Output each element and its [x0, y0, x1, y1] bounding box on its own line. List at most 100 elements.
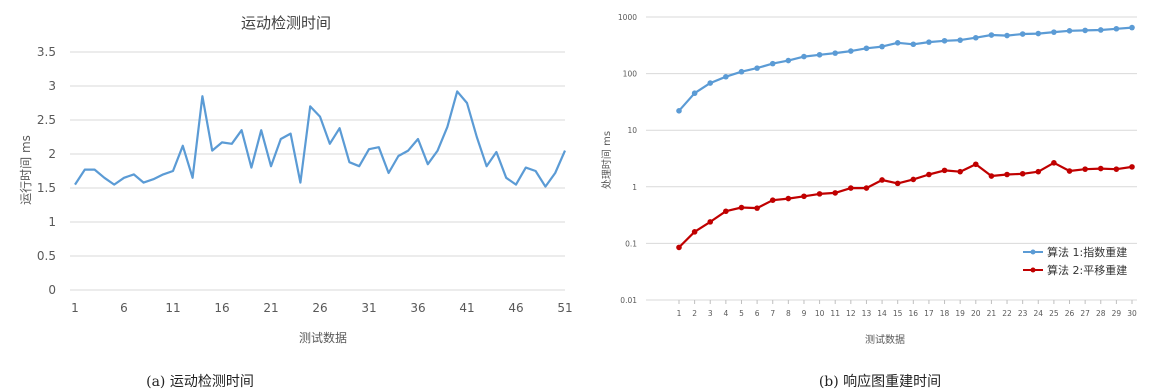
chart-b-x-axis-title: 测试数据 — [865, 333, 905, 346]
chart-b-data-point — [1019, 31, 1026, 37]
chart-b-data-point — [863, 185, 870, 191]
chart-b-data-point — [738, 68, 745, 75]
chart-b-data-point — [910, 176, 917, 183]
chart-b-data-point — [988, 173, 995, 179]
chart-b-x-tick-label: 15 — [893, 309, 903, 318]
chart-b-x-tick-label: 27 — [1080, 309, 1090, 318]
chart-b-data-point — [894, 180, 901, 187]
chart-b-x-tick-label: 4 — [723, 309, 728, 318]
chart-b-x-tick-label: 20 — [971, 309, 981, 318]
chart-b-x-tick-label: 5 — [739, 309, 744, 318]
chart-b-x-tick-label: 24 — [1034, 309, 1044, 318]
chart-b-data-point — [926, 171, 932, 178]
chart-a-x-ticks: 1 6 11 16 21 26 31 36 41 46 51 — [71, 301, 572, 315]
chart-b-x-tick-label: 26 — [1065, 309, 1075, 318]
chart-a: 运动检测时间 00.511.522.533.5 1 6 11 16 21 26 31 36 41… — [19, 14, 573, 345]
chart-a-x-tick-label: 11 — [165, 301, 180, 315]
chart-b-data-point — [1051, 29, 1057, 35]
chart-b-data-point — [879, 177, 885, 183]
chart-a-x-tick-label: 1 — [71, 301, 79, 315]
chart-b-data-point — [1066, 28, 1073, 34]
chart-b-x-tick-label: 12 — [846, 309, 856, 318]
chart-a-x-tick-label: 36 — [410, 301, 425, 315]
chart-b-data-point — [972, 34, 979, 41]
caption-b: (b) 响应图重建时间 — [819, 373, 941, 390]
chart-a-x-tick-label: 51 — [557, 301, 572, 315]
legend-label-series-1: 算法 1:指数重建 — [1047, 245, 1127, 259]
chart-b-data-point — [691, 90, 698, 97]
chart-b-data-point — [848, 48, 854, 54]
chart-b-data-point — [676, 108, 682, 114]
chart-b-data-point — [1035, 30, 1042, 37]
chart-a-series-line — [74, 90, 567, 188]
chart-b-data-point — [707, 80, 714, 86]
chart-b-x-tick-label: 1 — [677, 309, 682, 318]
chart-b-data-point — [1082, 166, 1088, 172]
chart-a-x-tick-label: 21 — [263, 301, 278, 315]
chart-b-data-point — [1097, 27, 1104, 33]
chart-b-data-point — [769, 197, 776, 203]
chart-a-y-axis-title: 运行时间 ms — [19, 135, 33, 205]
chart-a-y-tick-label: 2.5 — [37, 113, 56, 127]
chart-b-x-ticks: 1 2 3 4 5 6 7 8 9 10 11 12 13 14 15 16 17 18 19 20 21 22 23 24 2… — [677, 300, 1137, 318]
chart-b-x-tick-label: 8 — [786, 309, 791, 318]
chart-b-data-point — [941, 167, 948, 174]
chart-b-x-tick-label: 13 — [862, 309, 872, 318]
chart-b-data-point — [738, 204, 745, 211]
chart-b-data-point — [832, 190, 839, 196]
chart-b-legend: 算法 1:指数重建 算法 2:平移重建 — [1023, 245, 1127, 277]
chart-b-data-point — [676, 244, 682, 251]
chart-a-y-tick-label: 3.5 — [37, 45, 56, 59]
chart-a-y-tick-label: 0.5 — [37, 249, 56, 263]
chart-b-data-point — [1129, 164, 1135, 170]
chart-b-x-tick-label: 14 — [877, 309, 887, 318]
chart-b-data-point — [957, 168, 963, 175]
chart-a-y-tick-label: 2 — [48, 147, 56, 161]
chart-a-title: 运动检测时间 — [241, 14, 331, 32]
chart-a-y-tick-label: 3 — [48, 79, 56, 93]
chart-b-data-point — [691, 229, 698, 235]
chart-b-series-2 — [676, 160, 1135, 251]
chart-b-data-point — [723, 208, 729, 215]
chart-b-x-tick-label: 25 — [1049, 309, 1059, 318]
chart-b-y-tick-label: 0.01 — [620, 296, 637, 305]
chart-b-data-point — [1113, 166, 1120, 172]
chart-b-y-tick-label: 0.1 — [625, 239, 637, 248]
chart-b-x-tick-label: 10 — [815, 309, 825, 318]
chart-b-data-point — [816, 51, 823, 58]
chart-b-data-point — [1051, 160, 1057, 166]
chart-a-x-tick-label: 6 — [120, 301, 128, 315]
chart-b-x-tick-label: 23 — [1018, 309, 1028, 318]
chart-b-x-tick-label: 22 — [1002, 309, 1012, 318]
legend-marker-series-1 — [1030, 249, 1036, 255]
chart-b-y-axis-title: 处理时间 ms — [600, 131, 613, 189]
chart-b-data-point — [769, 60, 776, 67]
chart-b-gridlines — [646, 16, 1137, 301]
chart-b-series-line — [678, 26, 1133, 112]
chart-b-data-point — [863, 45, 870, 52]
chart-b-y-tick-label: 100 — [623, 70, 638, 79]
chart-b-x-tick-label: 16 — [909, 309, 919, 318]
chart-b-data-point — [1082, 27, 1088, 34]
chart-b-data-point — [988, 32, 995, 38]
chart-b-x-tick-label: 17 — [924, 309, 934, 318]
chart-b-y-tick-label: 10 — [627, 126, 637, 135]
legend-label-series-2: 算法 2:平移重建 — [1047, 263, 1127, 277]
chart-b-y-ticks: 0.01 0.1 1 10 100 1000 — [618, 13, 637, 305]
chart-b-x-tick-label: 2 — [692, 309, 697, 318]
chart-b-x-tick-label: 21 — [987, 309, 997, 318]
chart-a-x-tick-label: 16 — [214, 301, 229, 315]
chart-b-data-point — [785, 195, 792, 202]
chart-b-data-point — [754, 205, 760, 211]
chart-a-series — [74, 90, 567, 188]
chart-b-data-point — [1066, 168, 1073, 174]
chart-b-data-point — [801, 193, 807, 200]
chart-a-x-tick-label: 41 — [459, 301, 474, 315]
chart-b-data-point — [785, 57, 792, 64]
chart-a-x-tick-label: 46 — [508, 301, 523, 315]
chart-b-series — [676, 24, 1135, 251]
chart-b-x-tick-label: 28 — [1096, 309, 1106, 318]
caption-a: (a) 运动检测时间 — [146, 374, 254, 390]
